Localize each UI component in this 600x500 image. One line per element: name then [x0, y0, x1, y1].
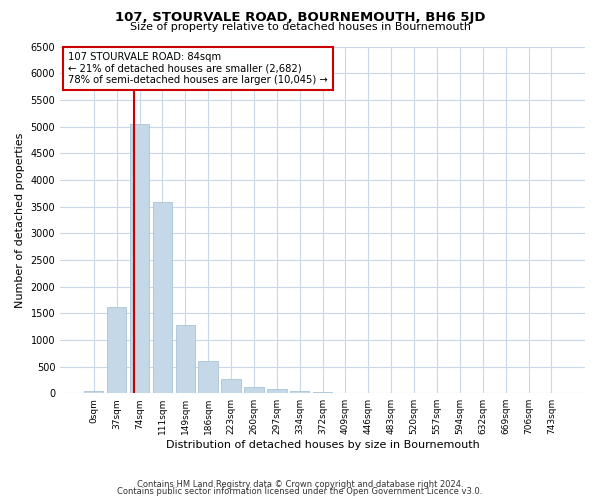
Text: Contains HM Land Registry data © Crown copyright and database right 2024.: Contains HM Land Registry data © Crown c… [137, 480, 463, 489]
X-axis label: Distribution of detached houses by size in Bournemouth: Distribution of detached houses by size … [166, 440, 479, 450]
Bar [107, 307, 127, 393]
Y-axis label: Number of detached properties: Number of detached properties [15, 132, 25, 308]
Text: 107 STOURVALE ROAD: 84sqm
← 21% of detached houses are smaller (2,682)
78% of se: 107 STOURVALE ROAD: 84sqm ← 21% of detac… [68, 52, 328, 85]
Bar [130, 124, 149, 393]
Bar [176, 326, 195, 393]
Bar [244, 387, 263, 393]
Bar [199, 361, 218, 393]
Text: Size of property relative to detached houses in Bournemouth: Size of property relative to detached ho… [130, 22, 470, 32]
Bar [290, 390, 310, 393]
Text: Contains public sector information licensed under the Open Government Licence v3: Contains public sector information licen… [118, 487, 482, 496]
Bar [313, 392, 332, 393]
Bar [84, 390, 103, 393]
Bar [152, 202, 172, 393]
Text: 107, STOURVALE ROAD, BOURNEMOUTH, BH6 5JD: 107, STOURVALE ROAD, BOURNEMOUTH, BH6 5J… [115, 11, 485, 24]
Bar [267, 389, 287, 393]
Bar [221, 379, 241, 393]
